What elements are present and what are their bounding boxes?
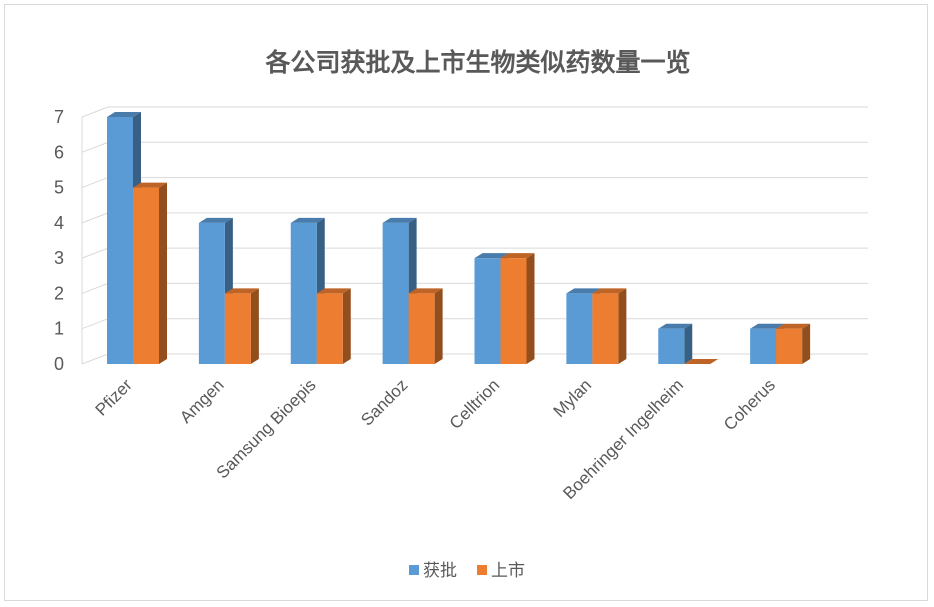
y-tick-label: 5 [54,178,64,198]
bar-top [382,217,417,223]
bar-front [776,328,803,364]
bar-front [224,293,251,364]
bar-top [224,288,259,294]
bars [107,112,811,364]
bar [224,288,259,364]
bar-side [250,288,259,364]
y-tick-label: 6 [54,142,64,162]
x-category-label: Samsung Bioepis [213,375,320,482]
bar-top [592,288,627,294]
bar-front [566,293,593,364]
bar-top [107,112,141,117]
gridline [81,177,868,189]
bar-side [684,323,693,364]
bar-top [198,217,233,223]
bar-front [500,258,527,364]
bar-front [107,117,133,364]
bar-top [566,288,601,294]
bar-top [474,253,509,259]
bar-front [474,258,501,364]
bar-top [408,288,443,294]
bar-front [408,293,435,364]
bar-front [290,222,317,364]
x-category-label: Mylan [550,375,596,421]
bar [500,253,535,364]
bar-front [658,328,685,364]
x-category-label: Coherus [720,375,779,434]
bar [133,182,167,364]
chart-title: 各公司获批及上市生物类似药数量一览 [264,48,690,77]
y-tick-label: 1 [54,319,64,339]
bar [408,288,443,364]
bar-front [133,187,159,364]
gridline [81,141,868,153]
bar-side [342,288,351,364]
bar-top [658,323,693,329]
bar [316,288,351,364]
x-category-label: Pfizer [92,375,136,419]
bar [592,288,627,364]
y-tick-label: 4 [54,213,64,233]
x-category-label: Amgen [176,375,228,427]
bar-side [526,253,535,364]
x-category-label: Sandoz [357,375,411,429]
y-axis-ticks: 0 1 2 3 4 5 6 7 [54,107,64,374]
y-tick-label: 0 [54,354,64,374]
bar-side [434,288,443,364]
bar-top [684,359,719,364]
bar [684,359,719,364]
bar-side [802,323,811,364]
bar [776,323,811,364]
legend: 获批 上市 [409,561,525,581]
y-tick-label: 2 [54,283,64,303]
bar-front [750,328,777,364]
legend-item: 获批 [409,561,457,581]
legend-label: 上市 [491,561,525,581]
bar-top [133,182,167,188]
bar-side [618,288,627,364]
bar-top [750,323,785,329]
x-category-label: Celltrion [446,375,504,433]
y-tick-label: 3 [54,248,64,268]
bar-front [198,222,225,364]
bar-side [159,182,167,364]
gridline [81,212,868,224]
legend-label: 获批 [423,561,457,581]
legend-item: 上市 [477,561,525,581]
y-tick-label: 7 [54,107,64,127]
bar-front [316,293,343,364]
bar-top [776,323,811,329]
legend-swatch [409,565,419,575]
bar-front [382,222,409,364]
bar-top [500,253,535,259]
bar [658,323,693,364]
bar-top [316,288,351,294]
gridline [81,106,868,118]
bar-top [290,217,325,223]
legend-swatch [477,565,487,575]
bar-front [592,293,619,364]
